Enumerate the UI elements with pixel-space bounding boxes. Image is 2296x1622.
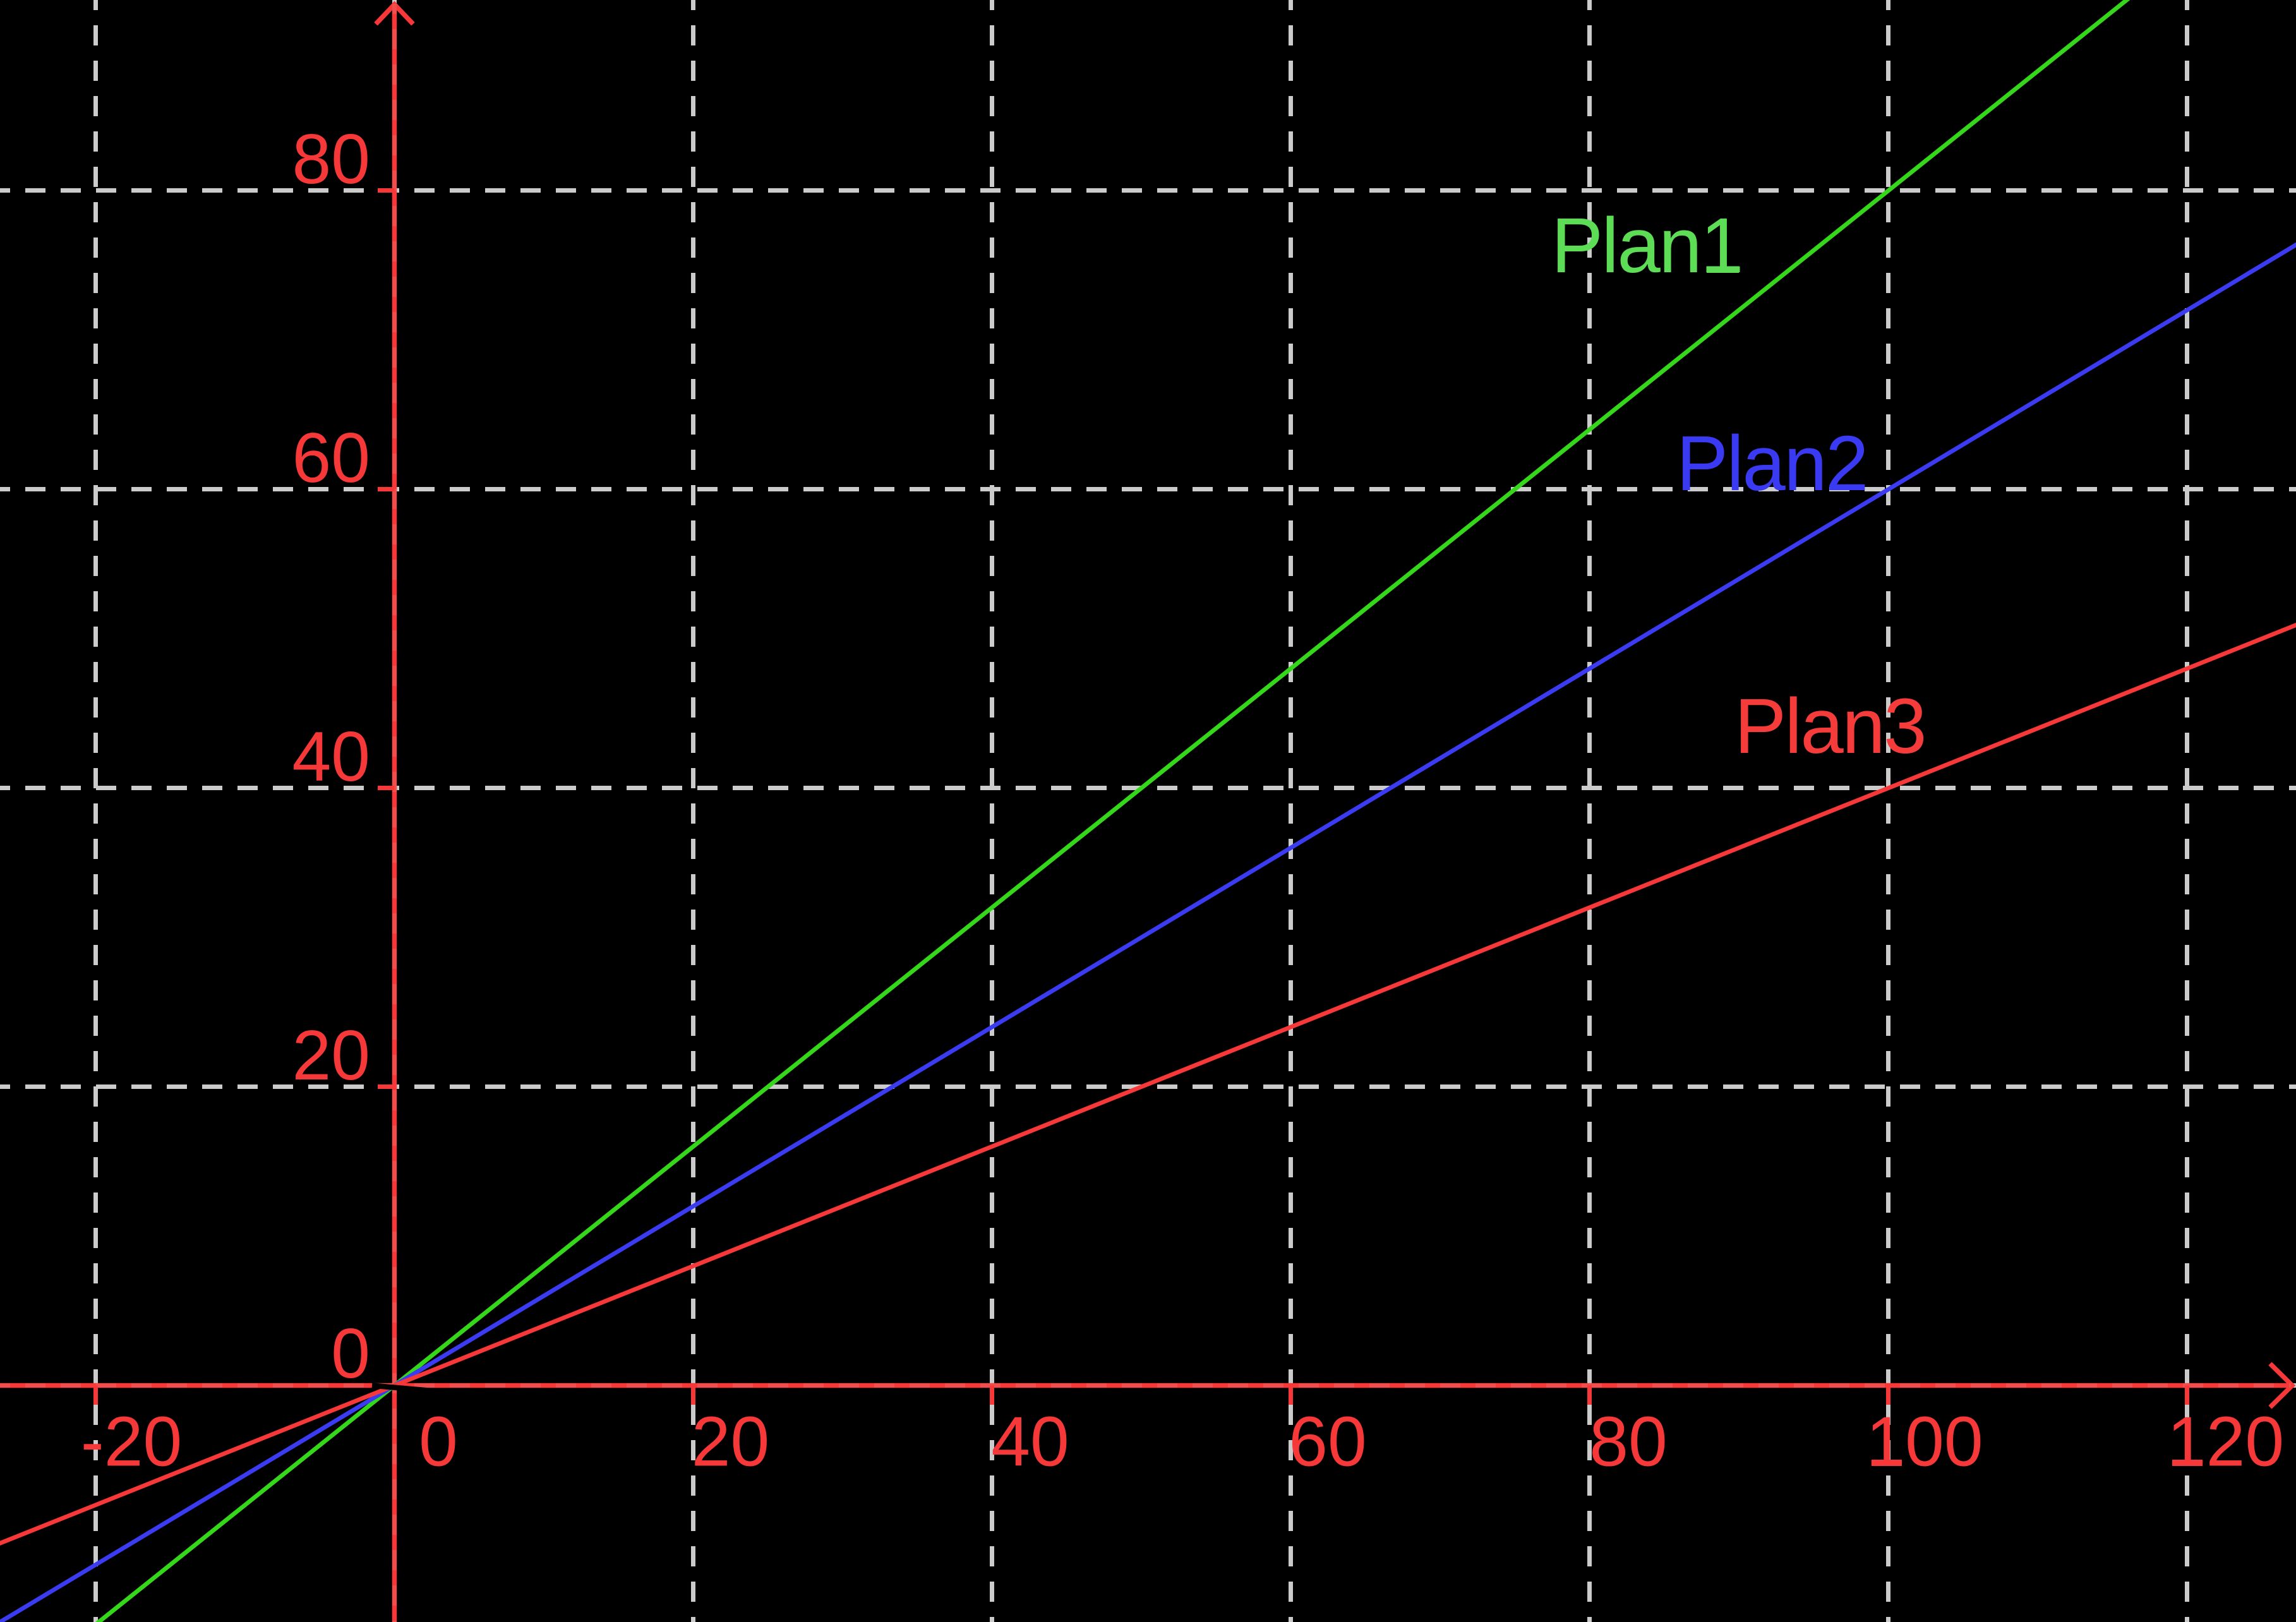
svg-text:20: 20 <box>292 1016 370 1095</box>
svg-text:60: 60 <box>292 419 370 497</box>
svg-text:120: 120 <box>2167 1403 2284 1481</box>
svg-text:0: 0 <box>419 1403 458 1481</box>
svg-text:-20: -20 <box>81 1403 182 1481</box>
svg-text:100: 100 <box>1866 1403 1983 1481</box>
svg-text:40: 40 <box>991 1403 1069 1481</box>
svg-text:Plan2: Plan2 <box>1676 421 1867 507</box>
svg-text:80: 80 <box>1589 1403 1667 1481</box>
svg-text:80: 80 <box>292 120 370 198</box>
svg-text:Plan3: Plan3 <box>1734 683 1925 770</box>
svg-text:Plan1: Plan1 <box>1551 203 1742 289</box>
svg-text:0: 0 <box>331 1314 370 1393</box>
svg-text:60: 60 <box>1289 1403 1366 1481</box>
svg-text:40: 40 <box>292 718 370 796</box>
svg-text:20: 20 <box>692 1403 769 1481</box>
